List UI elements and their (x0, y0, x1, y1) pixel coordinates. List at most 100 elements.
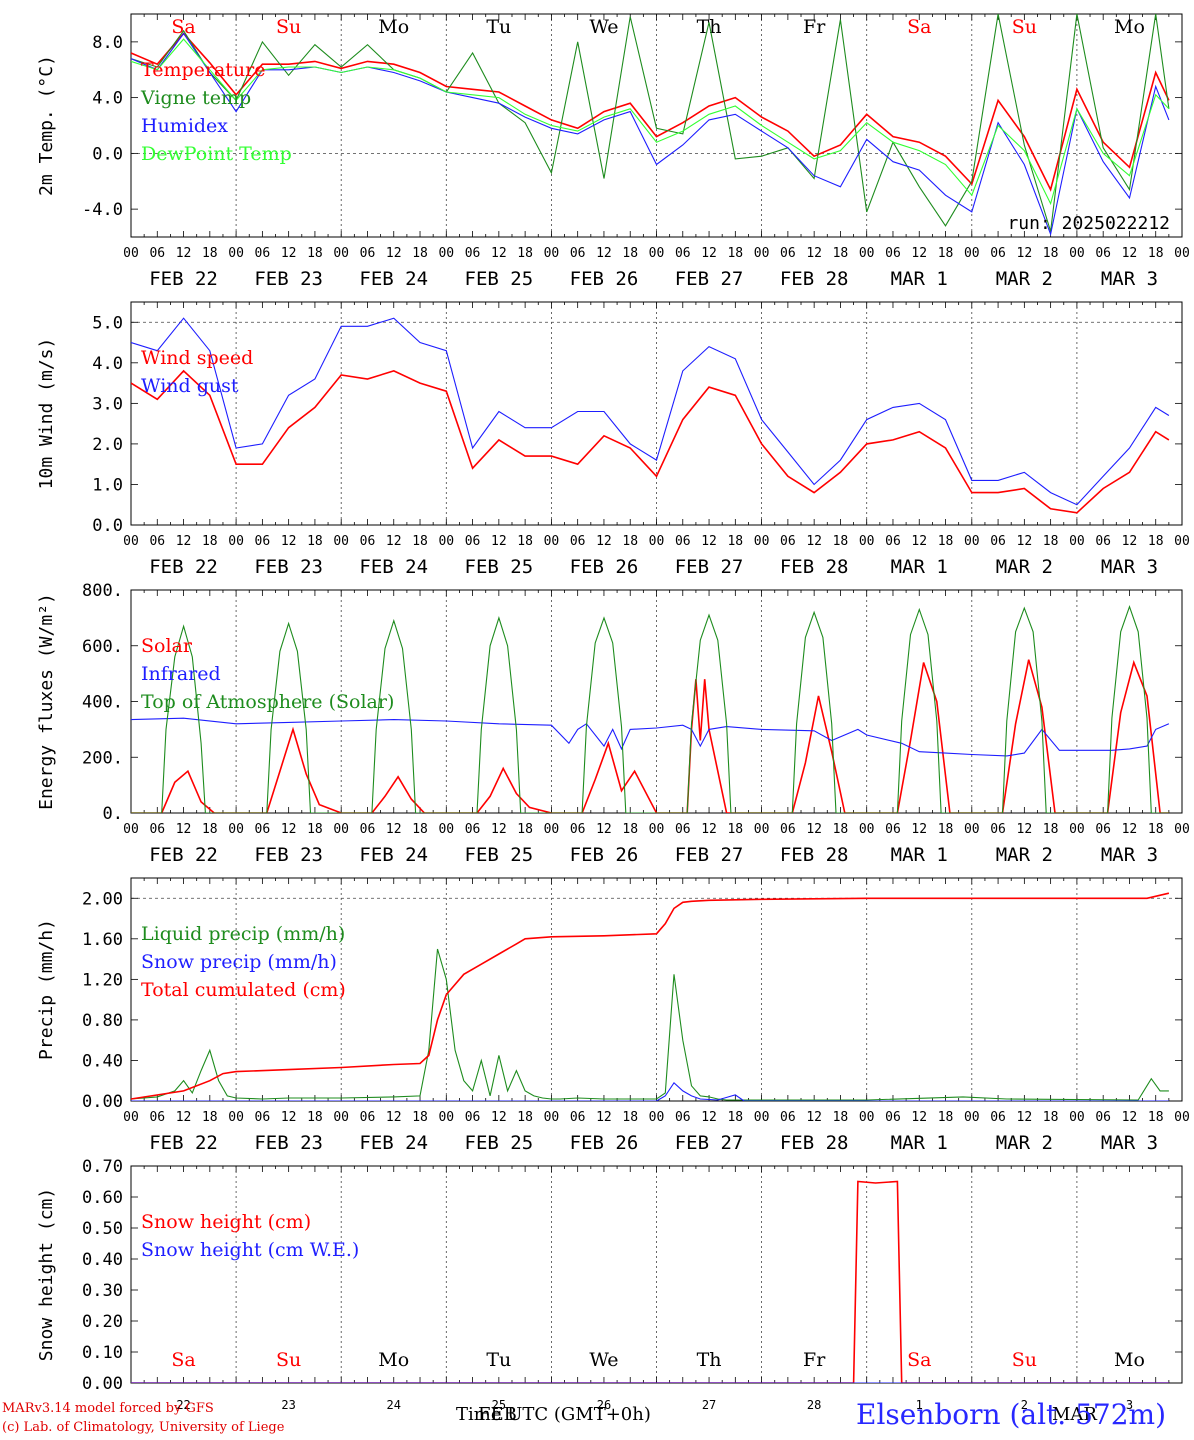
hour-tick-label: 12 (596, 246, 612, 261)
series-line (131, 32, 1170, 237)
hour-tick-label: 18 (938, 534, 954, 549)
hour-tick-label: 00 (754, 1110, 770, 1125)
x-axis-title: Time UTC (GMT+0h) (456, 1404, 651, 1425)
hour-tick-label: 12 (386, 822, 402, 837)
hour-tick-label: 18 (938, 822, 954, 837)
hour-tick-label: 18 (517, 822, 533, 837)
legend-entry: Vigne temp (140, 87, 251, 109)
hour-tick-label: 06 (675, 822, 691, 837)
day-label: FEB 22 (149, 844, 218, 866)
panel-1: -4.0 0.0 4.0 8.0 2m Temp. (°C) 00 06 12 18 FEB 22… (36, 13, 1190, 290)
weekday-label: Mo (378, 1349, 409, 1371)
hour-tick-label: 06 (149, 822, 165, 837)
day-label: FEB 27 (675, 1132, 744, 1154)
hour-tick-label: 06 (570, 822, 586, 837)
hour-tick-label: 06 (780, 1110, 796, 1125)
hour-tick-label: 12 (806, 1110, 822, 1125)
hour-tick-label: 00 (964, 246, 980, 261)
hour-tick-label: 06 (885, 246, 901, 261)
day-number-label: 23 (281, 1398, 295, 1412)
hour-tick-label: 12 (911, 246, 927, 261)
hour-tick-label: 18 (622, 822, 638, 837)
hour-tick-label: 06 (465, 1110, 481, 1125)
hour-tick-label: 00 (1174, 822, 1190, 837)
weekday-label: We (589, 16, 618, 38)
footer-model-credit: MARv3.14 model forced by GFS (2, 1401, 214, 1416)
panel-2: 0.0 1.0 2.0 3.0 4.0 5.0 10m Wind (m/s) 00 06 12 18… (36, 301, 1190, 578)
hour-tick-label: 18 (1043, 246, 1059, 261)
y-tick-label: 600. (82, 637, 123, 657)
legend-entry: DewPoint Temp (141, 143, 292, 165)
hour-tick-label: 18 (938, 246, 954, 261)
hour-tick-label: 12 (701, 246, 717, 261)
y-tick-label: 0.40 (82, 1051, 123, 1071)
series-line (131, 369, 1170, 514)
hour-tick-label: 18 (727, 534, 743, 549)
hour-tick-label: 00 (438, 534, 454, 549)
y-tick-label: 0.0 (92, 516, 123, 536)
weekday-label: Fr (803, 1349, 826, 1371)
hour-tick-label: 00 (859, 534, 875, 549)
day-number-label: 26 (597, 1398, 611, 1412)
day-label: MAR 2 (996, 844, 1053, 866)
hour-tick-label: 18 (307, 1110, 323, 1125)
series-line (131, 605, 1169, 813)
weekday-label: Su (276, 1349, 301, 1371)
day-label: FEB 25 (465, 556, 534, 578)
hour-tick-label: 12 (596, 822, 612, 837)
series-group (131, 1180, 1169, 1383)
hour-tick-label: 06 (255, 534, 271, 549)
hour-tick-label: 00 (438, 822, 454, 837)
hour-tick-label: 12 (491, 534, 507, 549)
hour-tick-label: 18 (412, 246, 428, 261)
legend-entry: Solar (141, 635, 193, 657)
weekday-label: Mo (378, 16, 409, 38)
month-overlay-start: FEB (478, 1404, 517, 1425)
day-label: FEB 28 (780, 268, 849, 290)
weekday-label: Su (1012, 16, 1037, 38)
y-tick-label: 8.0 (92, 33, 123, 53)
series-line (131, 659, 1169, 813)
day-label: FEB 22 (149, 556, 218, 578)
series-line (131, 717, 1170, 757)
weekday-label: Tu (486, 1349, 511, 1371)
day-label: MAR 2 (996, 1132, 1053, 1154)
hour-tick-label: 00 (123, 534, 139, 549)
hour-tick-label: 00 (228, 534, 244, 549)
hour-tick-label: 00 (333, 246, 349, 261)
y-axis-label: Precip (mm/h) (36, 919, 57, 1060)
legend-entry: Top of Atmosphere (Solar) (141, 691, 394, 713)
day-label: FEB 24 (359, 844, 428, 866)
hour-tick-label: 00 (649, 534, 665, 549)
hour-tick-label: 18 (622, 1110, 638, 1125)
hour-tick-label: 06 (885, 534, 901, 549)
hour-tick-label: 06 (465, 246, 481, 261)
hour-tick-label: 06 (255, 822, 271, 837)
series-group (131, 605, 1170, 813)
hour-tick-label: 12 (491, 1110, 507, 1125)
hour-tick-label: 12 (911, 1110, 927, 1125)
y-tick-label: -4.0 (82, 200, 123, 220)
hour-tick-label: 06 (885, 1110, 901, 1125)
hour-tick-label: 00 (1069, 1110, 1085, 1125)
day-label: MAR 1 (891, 1132, 948, 1154)
day-number-label: 27 (702, 1398, 716, 1412)
hour-tick-label: 12 (386, 246, 402, 261)
legend-entry: Wind speed (141, 347, 253, 369)
hour-tick-label: 18 (517, 1110, 533, 1125)
hour-tick-label: 18 (307, 534, 323, 549)
weekday-label: Fr (803, 16, 826, 38)
y-axis-label: 10m Wind (m/s) (36, 338, 57, 490)
y-tick-label: 0.00 (82, 1092, 123, 1112)
hour-tick-label: 18 (1043, 1110, 1059, 1125)
hour-tick-label: 18 (1148, 246, 1164, 261)
hour-tick-label: 12 (1017, 534, 1033, 549)
hour-tick-label: 18 (412, 822, 428, 837)
hour-tick-label: 12 (911, 822, 927, 837)
day-number-label: 28 (807, 1398, 821, 1412)
hour-tick-label: 06 (1095, 822, 1111, 837)
month-overlay-end: MAR (1052, 1404, 1097, 1425)
hour-tick-label: 12 (701, 534, 717, 549)
y-axis-label: 2m Temp. (°C) (36, 55, 57, 196)
hour-tick-label: 00 (859, 822, 875, 837)
